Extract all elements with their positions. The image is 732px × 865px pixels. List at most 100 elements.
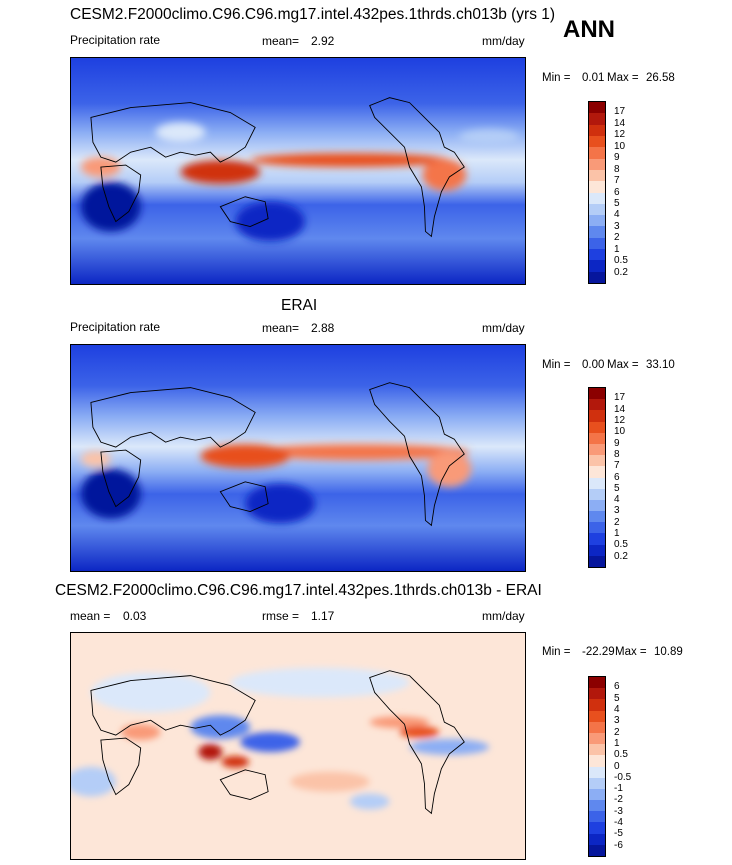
- colorbar-tick-label: -0.5: [614, 771, 632, 783]
- panel1-min-label: Min =: [542, 72, 571, 84]
- colorbar-cell: [589, 102, 605, 114]
- colorbar-tick-label: 2: [614, 516, 620, 528]
- colorbar-tick-label: 10: [614, 426, 626, 438]
- colorbar-cell: [589, 844, 605, 856]
- colorbar-cell: [589, 158, 605, 170]
- colorbar-tick-label: 4: [614, 209, 620, 221]
- panel1-colorbar: [588, 101, 606, 284]
- panel3-rmse-label: rmse =: [262, 609, 300, 623]
- colorbar-cell: [589, 432, 605, 444]
- colorbar-tick-label: 7: [614, 175, 620, 187]
- panel3-max-label: Max =: [615, 646, 647, 658]
- panel1-mean-label: mean=: [262, 34, 300, 48]
- colorbar-cell: [589, 488, 605, 500]
- colorbar-tick-label: 0.5: [614, 255, 628, 267]
- colorbar-tick-label: -2: [614, 794, 623, 806]
- panel1-max-value: 26.58: [646, 72, 675, 84]
- colorbar-tick-label: -3: [614, 805, 623, 817]
- colorbar-cell: [589, 260, 605, 272]
- colorbar-tick-label: 0.2: [614, 550, 628, 562]
- panel2-mean-label: mean=: [262, 321, 300, 335]
- panel3-mean-label: mean =: [70, 609, 111, 623]
- panel1-mean-value: 2.92: [311, 34, 335, 48]
- colorbar-cell: [589, 477, 605, 489]
- panel3-min-value: -22.29: [582, 646, 615, 658]
- colorbar-cell: [589, 388, 605, 400]
- colorbar-tick-label: -1: [614, 783, 623, 795]
- colorbar-cell: [589, 755, 605, 767]
- colorbar-tick-label: 1: [614, 528, 620, 540]
- colorbar-tick-label: 12: [614, 129, 626, 141]
- colorbar-cell: [589, 833, 605, 845]
- colorbar-tick-label: 3: [614, 505, 620, 517]
- colorbar-tick-label: 0.2: [614, 266, 628, 278]
- colorbar-cell: [589, 688, 605, 700]
- colorbar-tick-label: -4: [614, 817, 623, 829]
- colorbar-tick-label: 3: [614, 220, 620, 232]
- colorbar-tick-label: 17: [614, 106, 626, 118]
- panel3-max-value: 10.89: [654, 646, 683, 658]
- colorbar-cell: [589, 677, 605, 689]
- panel1-variable: Precipitation rate: [70, 33, 161, 47]
- colorbar-tick-label: 9: [614, 437, 620, 449]
- panel2-title: ERAI: [281, 297, 318, 314]
- panel1-map: [70, 57, 526, 285]
- panel2-min-value: 0.00: [582, 359, 605, 371]
- colorbar-cell: [589, 169, 605, 182]
- panel2-variable: Precipitation rate: [70, 320, 161, 334]
- colorbar-cell: [589, 237, 605, 250]
- colorbar-tick-label: 6: [614, 681, 620, 693]
- colorbar-tick-label: -6: [614, 839, 623, 851]
- colorbar-tick-label: 6: [614, 471, 620, 483]
- colorbar-cell: [589, 811, 605, 823]
- colorbar-cell: [589, 822, 605, 834]
- colorbar-cell: [589, 800, 605, 812]
- colorbar-cell: [589, 732, 605, 745]
- colorbar-tick-label: 6: [614, 186, 620, 198]
- panel2-max-label: Max =: [607, 359, 639, 371]
- season-label: ANN: [563, 16, 615, 43]
- panel1-units: mm/day: [482, 34, 525, 48]
- colorbar-cell: [589, 192, 605, 204]
- colorbar-cell: [589, 399, 605, 411]
- colorbar-cell: [589, 147, 605, 159]
- colorbar-tick-label: 9: [614, 152, 620, 164]
- colorbar-cell: [589, 710, 605, 722]
- colorbar-cell: [589, 721, 605, 733]
- colorbar-tick-label: 10: [614, 140, 626, 152]
- panel3-map: [70, 632, 526, 860]
- colorbar-cell: [589, 777, 605, 789]
- colorbar-tick-label: 17: [614, 392, 626, 404]
- colorbar-cell: [589, 271, 605, 283]
- colorbar-tick-label: 2: [614, 232, 620, 244]
- colorbar-tick-label: 7: [614, 460, 620, 472]
- colorbar-cell: [589, 555, 605, 567]
- panel2-map: [70, 344, 526, 572]
- panel2-mean-value: 2.88: [311, 321, 335, 335]
- colorbar-cell: [589, 410, 605, 422]
- colorbar-cell: [589, 443, 605, 456]
- colorbar-tick-label: 8: [614, 163, 620, 175]
- colorbar-cell: [589, 744, 605, 756]
- colorbar-tick-label: 14: [614, 117, 626, 129]
- colorbar-tick-label: 14: [614, 403, 626, 415]
- panel1-title: CESM2.F2000climo.C96.C96.mg17.intel.432p…: [70, 6, 556, 23]
- colorbar-tick-label: 8: [614, 448, 620, 460]
- colorbar-tick-label: 5: [614, 482, 620, 494]
- colorbar-tick-label: 4: [614, 494, 620, 506]
- colorbar-cell: [589, 699, 605, 711]
- panel2-min-label: Min =: [542, 359, 571, 371]
- colorbar-cell: [589, 499, 605, 512]
- colorbar-tick-label: 2: [614, 726, 620, 738]
- colorbar-cell: [589, 544, 605, 556]
- panel1-min-value: 0.01: [582, 72, 605, 84]
- colorbar-tick-label: 0.5: [614, 539, 628, 551]
- panel3-title: CESM2.F2000climo.C96.C96.mg17.intel.432p…: [55, 582, 542, 599]
- colorbar-cell: [589, 766, 605, 778]
- colorbar-tick-label: 12: [614, 414, 626, 426]
- colorbar-cell: [589, 135, 605, 148]
- colorbar-tick-label: -5: [614, 828, 623, 840]
- panel3-units: mm/day: [482, 609, 525, 623]
- colorbar-cell: [589, 455, 605, 467]
- colorbar-tick-label: 5: [614, 197, 620, 209]
